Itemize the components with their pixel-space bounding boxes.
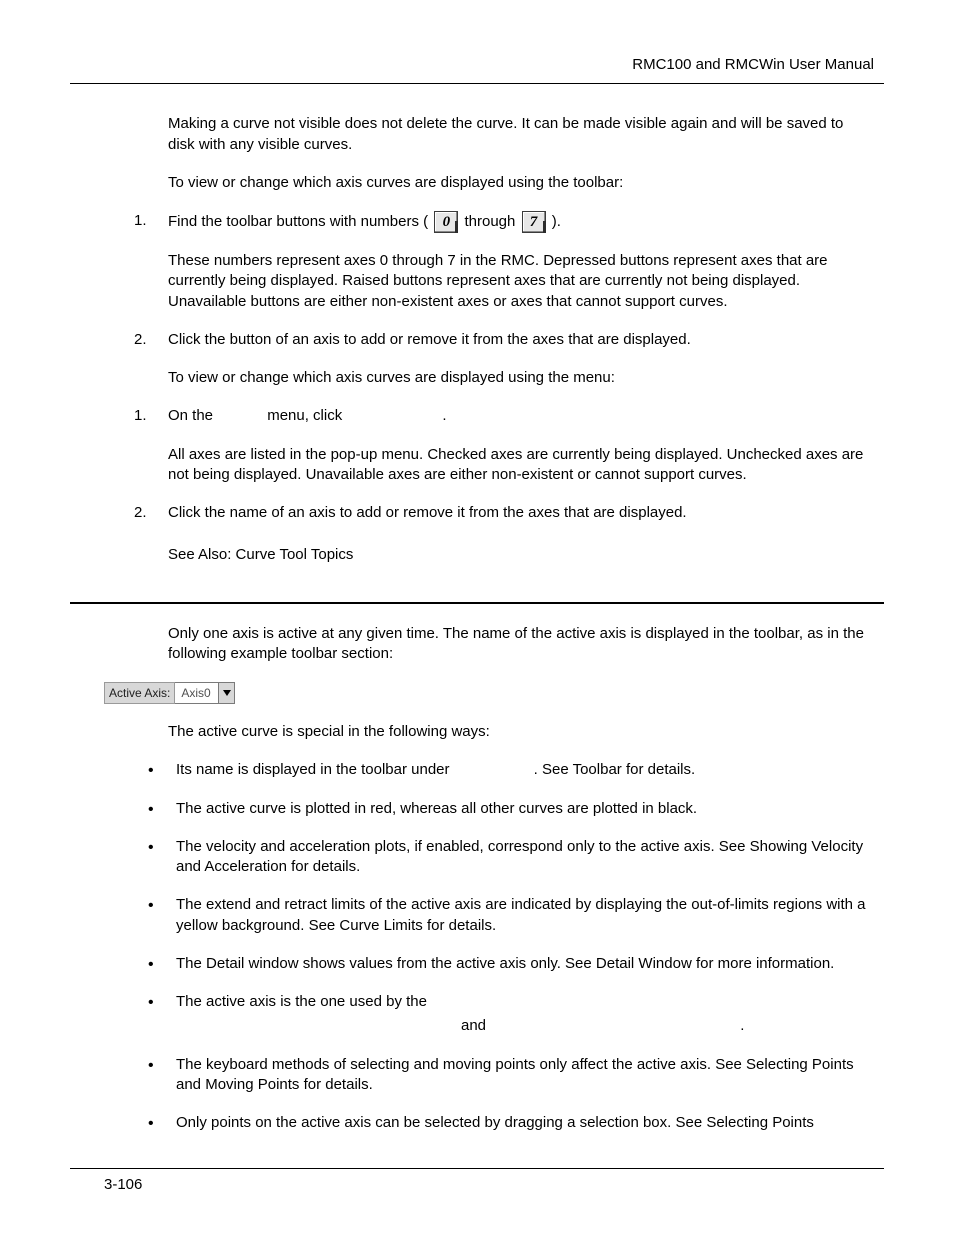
- paragraph: Only one axis is active at any given tim…: [104, 624, 874, 665]
- text: . See Toolbar for details.: [534, 761, 695, 778]
- ordered-list-menu: 1. On the menu, click . All axes are lis…: [104, 406, 874, 523]
- axis-0-button-icon: 0: [434, 211, 458, 233]
- paragraph: These numbers represent axes 0 through 7…: [168, 251, 874, 312]
- list-item: The extend and retract limits of the act…: [148, 895, 874, 936]
- page-header-title: RMC100 and RMCWin User Manual: [70, 55, 884, 83]
- paragraph: All axes are listed in the pop-up menu. …: [168, 445, 874, 486]
- active-axis-toolbar-example: Active Axis: Axis0: [104, 682, 874, 704]
- text: menu, click: [267, 407, 342, 424]
- bullet-list: Its name is displayed in the toolbar und…: [104, 760, 874, 1133]
- active-axis-label: Active Axis:: [104, 682, 175, 704]
- text: Its name is displayed in the toolbar und…: [176, 761, 450, 778]
- text: ).: [552, 213, 561, 230]
- list-number: 1.: [134, 406, 147, 426]
- list-item: The velocity and acceleration plots, if …: [148, 837, 874, 878]
- list-item: Only points on the active axis can be se…: [148, 1113, 874, 1133]
- dropdown-arrow-icon: [219, 682, 235, 704]
- text: .: [442, 407, 446, 424]
- page-footer: 3-106: [70, 1168, 884, 1195]
- text: through: [464, 213, 515, 230]
- paragraph: To view or change which axis curves are …: [104, 173, 874, 193]
- list-item: 1. Find the toolbar buttons with numbers…: [134, 211, 874, 312]
- list-item: 2. Click the name of an axis to add or r…: [134, 503, 874, 523]
- body-content-2: Only one axis is active at any given tim…: [70, 624, 884, 1134]
- list-item: 2. Click the button of an axis to add or…: [134, 330, 874, 350]
- header-rule: [70, 83, 884, 84]
- text: .: [740, 1017, 744, 1034]
- page: RMC100 and RMCWin User Manual Making a c…: [0, 0, 954, 1235]
- body-content: Making a curve not visible does not dele…: [70, 114, 884, 565]
- text: Click the name of an axis to add or remo…: [168, 504, 687, 521]
- list-number: 2.: [134, 503, 147, 523]
- list-item: The Detail window shows values from the …: [148, 954, 874, 974]
- list-item: The active axis is the one used by the a…: [148, 992, 874, 1037]
- axis-7-button-icon: 7: [522, 211, 546, 233]
- list-number: 2.: [134, 330, 147, 350]
- list-item: Its name is displayed in the toolbar und…: [148, 760, 874, 780]
- list-item: 1. On the menu, click . All axes are lis…: [134, 406, 874, 485]
- text: The active axis is the one used by the: [176, 993, 427, 1010]
- see-also: See Also: Curve Tool Topics: [104, 545, 874, 565]
- list-number: 1.: [134, 211, 147, 231]
- list-item: The keyboard methods of selecting and mo…: [148, 1055, 874, 1096]
- text: and: [461, 1017, 486, 1034]
- paragraph: The active curve is special in the follo…: [104, 722, 874, 742]
- ordered-list-toolbar: 1. Find the toolbar buttons with numbers…: [104, 211, 874, 350]
- active-axis-value: Axis0: [175, 682, 219, 704]
- page-number: 3-106: [70, 1169, 884, 1195]
- paragraph: To view or change which axis curves are …: [104, 368, 874, 388]
- text: On the: [168, 407, 213, 424]
- text: Find the toolbar buttons with numbers (: [168, 213, 428, 230]
- list-item: The active curve is plotted in red, wher…: [148, 799, 874, 819]
- paragraph: Making a curve not visible does not dele…: [104, 114, 874, 155]
- section-divider: [70, 602, 884, 604]
- text: Click the button of an axis to add or re…: [168, 331, 691, 348]
